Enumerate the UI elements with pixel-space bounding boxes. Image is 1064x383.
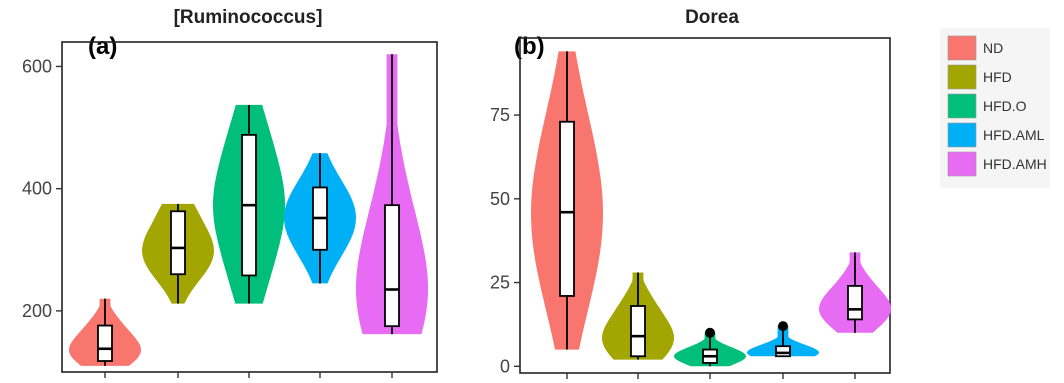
legend-label-hfd: HFD	[983, 69, 1012, 85]
panel-b-ytick-label: 0	[500, 356, 510, 376]
panel-b-group-hfd-o	[674, 327, 746, 367]
panel-a-violins	[69, 54, 428, 366]
legend: ND HFD HFD.O HFD.AML HFD.AMH	[940, 28, 1050, 188]
legend-label-hfd-o: HFD.O	[983, 98, 1027, 114]
legend-label-nd: ND	[983, 40, 1003, 56]
legend-swatch-hfd-o	[947, 93, 977, 119]
panel-a-group-hfd-o	[213, 104, 285, 304]
panel-b-plot-border	[519, 37, 891, 374]
legend-swatch-hfd-aml	[947, 122, 977, 148]
panel-b-box-hfd	[630, 305, 646, 358]
panel-a-group-hfd	[142, 203, 214, 304]
legend-label-hfd-aml: HFD.AML	[983, 127, 1045, 143]
panel-b-violins	[531, 51, 891, 367]
panel-b-ytick-label: 75	[490, 105, 510, 125]
panel-a-label: (a)	[88, 33, 117, 60]
panel-b-outlier-hfd-o	[705, 327, 715, 338]
panel-a-box-hfd	[170, 210, 186, 276]
panel-a-ytick-label: 200	[22, 301, 52, 321]
panel-a-group-hfd-amh	[356, 54, 428, 335]
panel-b-box-nd	[559, 120, 575, 297]
panel-b-x-axis	[566, 373, 856, 379]
panel-a-group-hfd-aml	[284, 153, 356, 284]
legend-swatch-hfd-amh	[947, 151, 977, 177]
panel-b-title: Dorea	[685, 7, 739, 28]
legend-swatch-hfd	[947, 64, 977, 90]
panel-a-title: [Ruminococcus]	[174, 7, 323, 28]
panel-a-box-nd	[97, 324, 113, 362]
panel-b-y-axis: 0 25 50 75	[490, 105, 520, 376]
panel-b-group-hfd-amh	[819, 252, 891, 333]
panel-a-box-hfd-amh	[384, 204, 400, 328]
panel-b-ytick-label: 25	[490, 273, 510, 293]
panel-a-ytick-label: 400	[22, 179, 52, 199]
legend-swatch-nd	[947, 35, 977, 61]
panel-b-ytick-label: 50	[490, 189, 510, 209]
panel-b-group-nd	[531, 51, 603, 350]
panel-a-y-axis: 200 400 600	[22, 56, 62, 321]
legend-label-hfd-amh: HFD.AMH	[983, 156, 1047, 172]
panel-b-label: (b)	[514, 33, 545, 60]
panel-a-ytick-label: 600	[22, 56, 52, 76]
panel-b-box-hfd-aml	[775, 345, 791, 358]
panel-b-group-hfd	[602, 272, 674, 360]
panel-a-group-nd	[69, 298, 141, 366]
panel-b-outlier-hfd-aml	[778, 321, 788, 332]
panel-b: Dorea (b) 0 25 50 75	[490, 7, 891, 379]
panel-a-x-axis	[104, 372, 393, 378]
panel-b-box-hfd-amh	[847, 284, 863, 321]
panel-a: [Ruminococcus] (a) 200 400 600	[22, 7, 438, 378]
panel-b-group-hfd-aml	[747, 321, 819, 358]
